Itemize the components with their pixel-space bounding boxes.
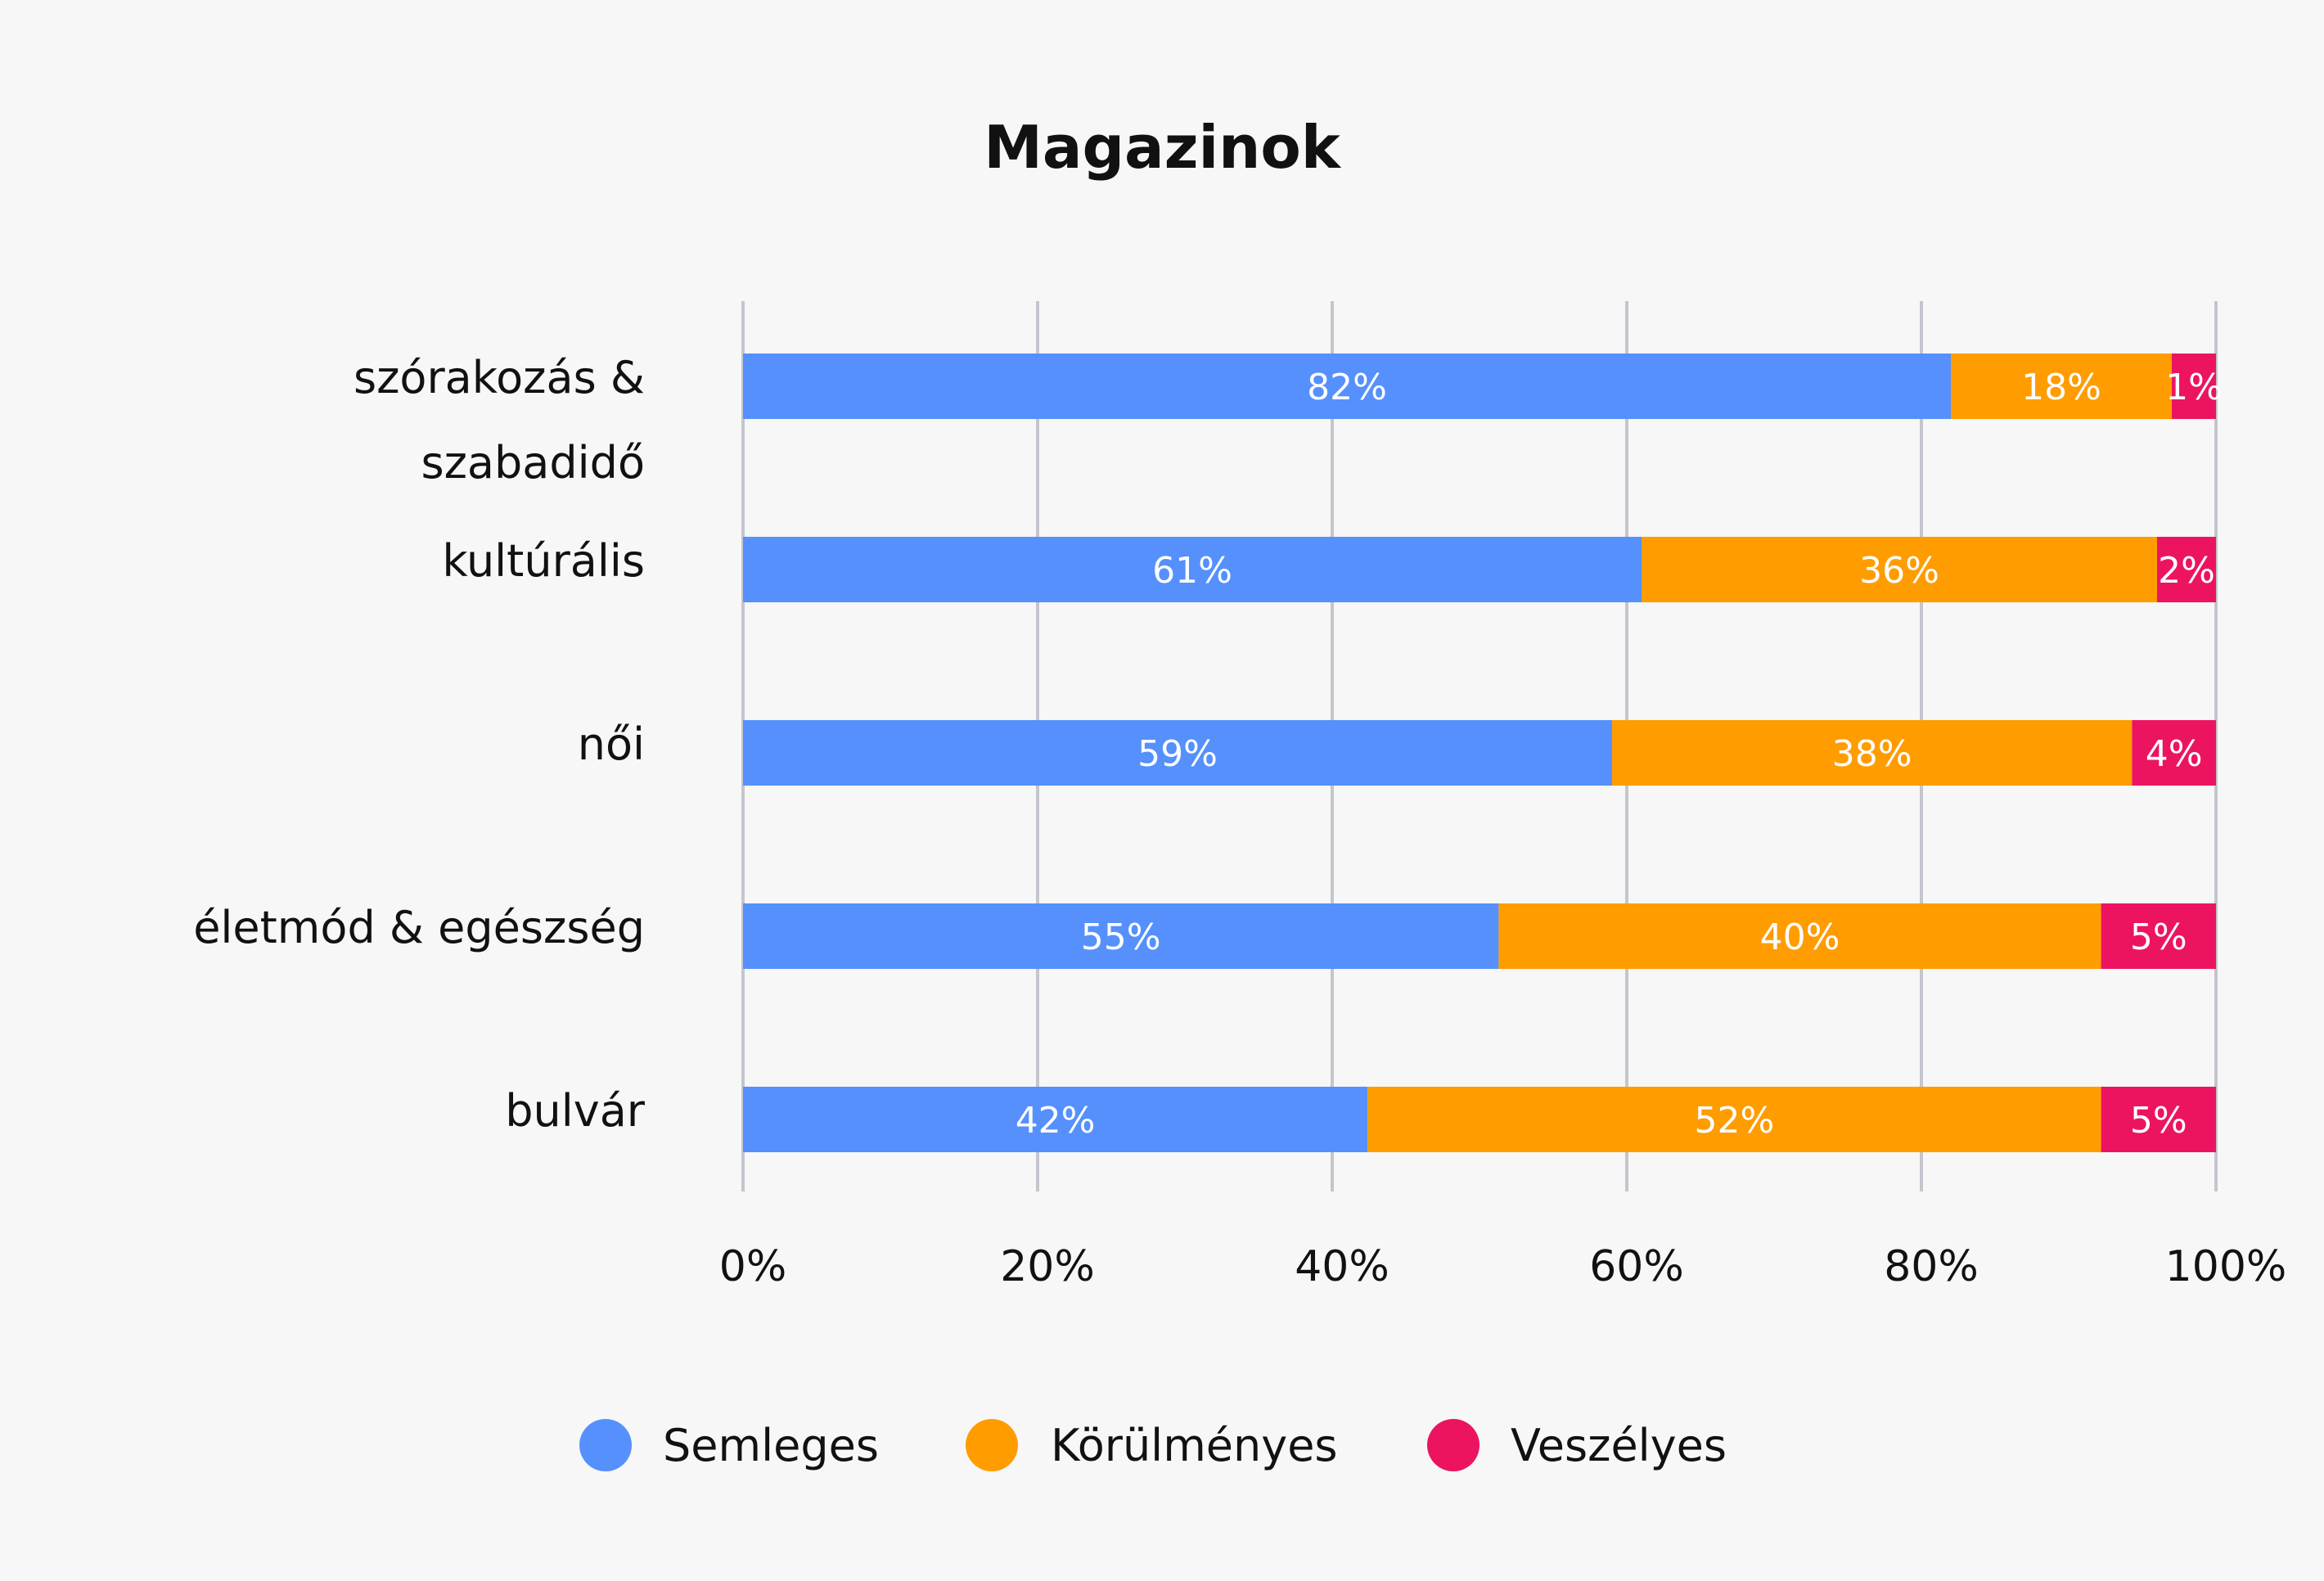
- category-labels: szórakozás & szabadidő kultúrális női életmó…: [193, 352, 646, 1137]
- legend-swatch: [1427, 1419, 1480, 1471]
- legend: Semleges Körülményes Veszélyes: [579, 1419, 1727, 1471]
- bar-segment: [743, 720, 1612, 786]
- legend-swatch: [966, 1419, 1018, 1471]
- x-tick-label: 20%: [1000, 1242, 1095, 1291]
- bar-segment: [743, 354, 1951, 419]
- category-label: bulvár: [505, 1085, 646, 1137]
- bar-segment: [1951, 354, 2172, 419]
- bar-segment: [1612, 720, 2133, 786]
- data-label: 52%: [1695, 1100, 1775, 1142]
- x-tick-label: 0%: [719, 1242, 787, 1291]
- chart-title: Magazinok: [984, 113, 1342, 182]
- category-label: női: [578, 718, 645, 770]
- bar-segment: [1367, 1087, 2101, 1152]
- data-label: 59%: [1137, 733, 1218, 775]
- bar-segment: [743, 903, 1499, 969]
- legend-label: Körülményes: [1051, 1420, 1338, 1471]
- bar-segment: [1642, 537, 2157, 602]
- data-label: 42%: [1016, 1100, 1096, 1142]
- data-label: 61%: [1152, 550, 1232, 592]
- data-label: 36%: [1859, 550, 1939, 592]
- x-axis-ticks: 0% 20% 40% 60% 80% 100%: [719, 1242, 2287, 1291]
- x-tick-label: 80%: [1884, 1242, 1979, 1291]
- legend-label: Semleges: [663, 1420, 879, 1471]
- data-label: 55%: [1081, 917, 1161, 958]
- x-tick-label: 60%: [1589, 1242, 1684, 1291]
- category-label: szórakozás &: [354, 352, 645, 403]
- category-label: életmód & egészség: [193, 902, 645, 953]
- bar-segment: [743, 1087, 1368, 1152]
- x-tick-label: 40%: [1295, 1242, 1389, 1291]
- data-label: 2%: [2158, 550, 2215, 592]
- bars: 82% 18% 1% 61% 36% 2% 59% 38% 4% 55% 40% 5% 42% 52% 5%: [743, 354, 2223, 1152]
- category-label: kultúrális: [442, 535, 645, 587]
- bar-segment: [2101, 1087, 2216, 1152]
- data-label: 82%: [1307, 367, 1387, 408]
- legend-label: Veszélyes: [1511, 1420, 1727, 1471]
- bar-segment: [2172, 354, 2216, 419]
- bar-segment: [2101, 903, 2216, 969]
- bar-segment: [743, 537, 1642, 602]
- bar-segment: [1498, 903, 2101, 969]
- data-label: 5%: [2130, 917, 2187, 958]
- data-label: 18%: [2021, 367, 2101, 408]
- data-label: 5%: [2130, 1100, 2187, 1142]
- bar-segment: [2157, 537, 2216, 602]
- x-tick-label: 100%: [2165, 1242, 2287, 1291]
- data-label: 40%: [1760, 917, 1840, 958]
- data-label: 38%: [1832, 733, 1912, 775]
- data-label: 4%: [2146, 733, 2203, 775]
- data-label: 1%: [2165, 367, 2223, 408]
- legend-swatch: [579, 1419, 632, 1471]
- bar-segment: [2132, 720, 2216, 786]
- category-label: szabadidő: [421, 437, 645, 489]
